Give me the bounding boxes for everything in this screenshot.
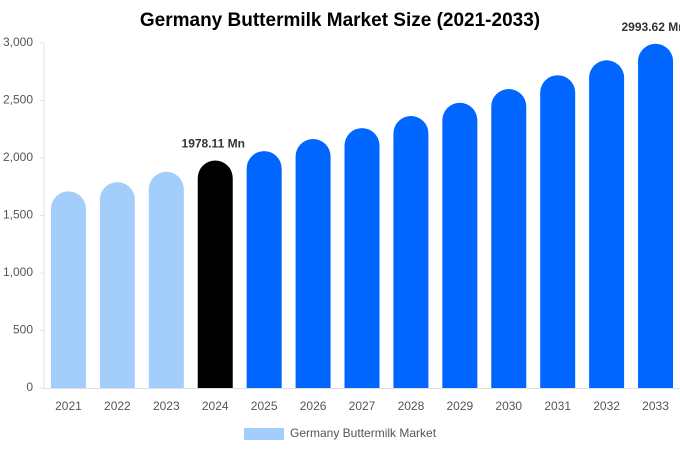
- bar: [638, 43, 674, 388]
- y-tick-label: 2,000: [3, 150, 33, 164]
- x-tick-label: 2028: [398, 399, 425, 413]
- bar: [246, 151, 282, 388]
- y-tick-label: 2,500: [3, 93, 33, 107]
- bar: [50, 191, 86, 388]
- y-tick-label: 0: [26, 380, 33, 394]
- y-tick-label: 500: [13, 323, 33, 337]
- x-tick-label: 2027: [349, 399, 376, 413]
- x-tick-label: 2033: [642, 399, 669, 413]
- x-tick-label: 2022: [104, 399, 131, 413]
- x-tick-label: 2026: [300, 399, 327, 413]
- x-tick-label: 2024: [202, 399, 229, 413]
- bar: [148, 171, 184, 388]
- chart-title: Germany Buttermilk Market Size (2021-203…: [140, 10, 540, 31]
- x-tick-label: 2032: [593, 399, 620, 413]
- x-tick-label: 2025: [251, 399, 278, 413]
- bar: [393, 116, 429, 388]
- x-tick-label: 2030: [495, 399, 522, 413]
- y-tick-label: 3,000: [3, 35, 33, 49]
- bar: [295, 139, 331, 388]
- bar: [442, 102, 478, 389]
- x-tick-label: 2023: [153, 399, 180, 413]
- value-label: 2993.62 Mn: [622, 20, 680, 34]
- legend-label: Germany Buttermilk Market: [290, 426, 437, 440]
- x-tick-label: 2029: [446, 399, 473, 413]
- bar: [491, 89, 527, 388]
- legend-swatch: [244, 428, 284, 440]
- bar: [197, 160, 233, 388]
- bar: [540, 75, 576, 388]
- value-label: 1978.11 Mn: [182, 137, 245, 151]
- x-tick-label: 2021: [55, 399, 82, 413]
- y-tick-label: 1,500: [3, 208, 33, 222]
- bar: [589, 60, 625, 389]
- x-tick-label: 2031: [544, 399, 571, 413]
- bar: [99, 182, 135, 388]
- bar: [344, 128, 380, 388]
- y-tick-label: 1,000: [3, 265, 33, 279]
